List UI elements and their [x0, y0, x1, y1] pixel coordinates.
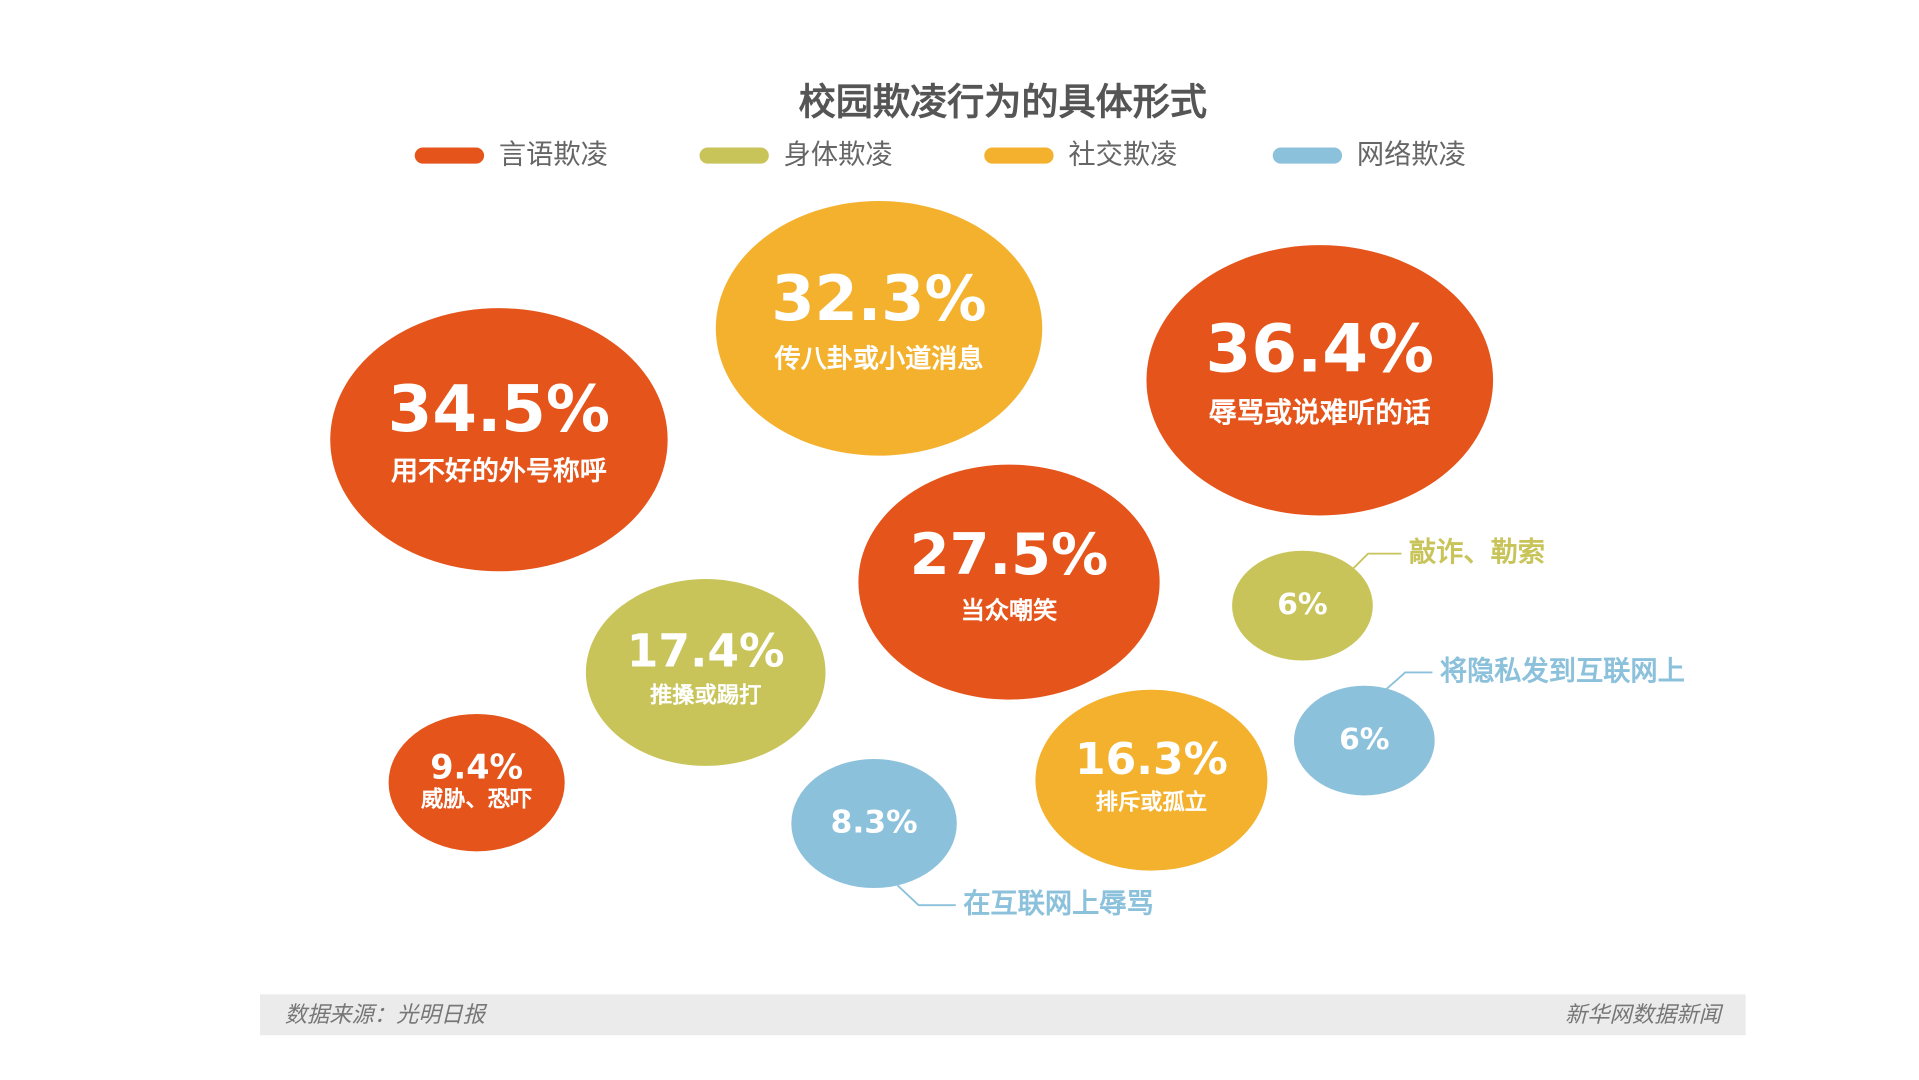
bubble-value: 8.3%: [830, 805, 917, 841]
bubble: [1035, 689, 1268, 871]
bubble: [330, 308, 668, 572]
bubble: [585, 579, 826, 766]
bubble-value: 32.3%: [771, 262, 986, 335]
chart-title: 校园欺凌行为的具体形式: [799, 81, 1207, 124]
bubble-label: 排斥或孤立: [1096, 788, 1207, 815]
legend-label: 社交欺凌: [1068, 140, 1177, 171]
bubble-label: 传八卦或小道消息: [774, 344, 984, 375]
bubble-label: 威胁、恐吓: [421, 785, 532, 812]
bubble-label: 当众嘲笑: [961, 596, 1057, 624]
footer-bar: [259, 994, 1746, 1036]
legend-swatch: [699, 147, 769, 164]
bubble: [715, 200, 1043, 456]
source: 数据来源：光明日报: [285, 1002, 488, 1028]
bubble: [1232, 550, 1373, 661]
bubble-value: 6%: [1277, 587, 1327, 622]
bubble: [388, 713, 565, 852]
bubble-label: 用不好的外号称呼: [391, 455, 607, 487]
bubble: [791, 758, 957, 889]
bubble: [1146, 245, 1494, 516]
leader-line: [1383, 671, 1433, 692]
bubble: [858, 464, 1160, 700]
bubble-value: 27.5%: [910, 522, 1109, 588]
bubble-value: 6%: [1339, 722, 1389, 757]
bubble-label: 将隐私发到互联网上: [1440, 655, 1685, 687]
legend-swatch: [984, 147, 1054, 164]
bubble-label: 推搡或踢打: [650, 681, 761, 708]
leader-line: [896, 884, 956, 907]
credit: 新华网数据新闻: [1565, 1002, 1724, 1028]
bubble-label: 辱骂或说难听的话: [1209, 396, 1431, 429]
legend-swatch: [414, 147, 485, 164]
bubble-value: 17.4%: [627, 624, 785, 677]
bubble-label: 敲诈、勒索: [1409, 537, 1545, 568]
legend-swatch: [1272, 147, 1343, 164]
bubble: [1293, 685, 1435, 796]
legend-label: 网络欺凌: [1357, 140, 1466, 171]
bubble-label: 在互联网上辱骂: [963, 889, 1154, 920]
bubble-value: 36.4%: [1206, 310, 1434, 387]
legend-label: 身体欺凌: [784, 140, 893, 171]
leader-line: [1348, 552, 1402, 573]
bubble-value: 16.3%: [1075, 734, 1228, 785]
bubble-value: 34.5%: [388, 373, 610, 447]
bubble-value: 9.4%: [430, 747, 523, 786]
legend-label: 言语欺凌: [499, 140, 608, 171]
